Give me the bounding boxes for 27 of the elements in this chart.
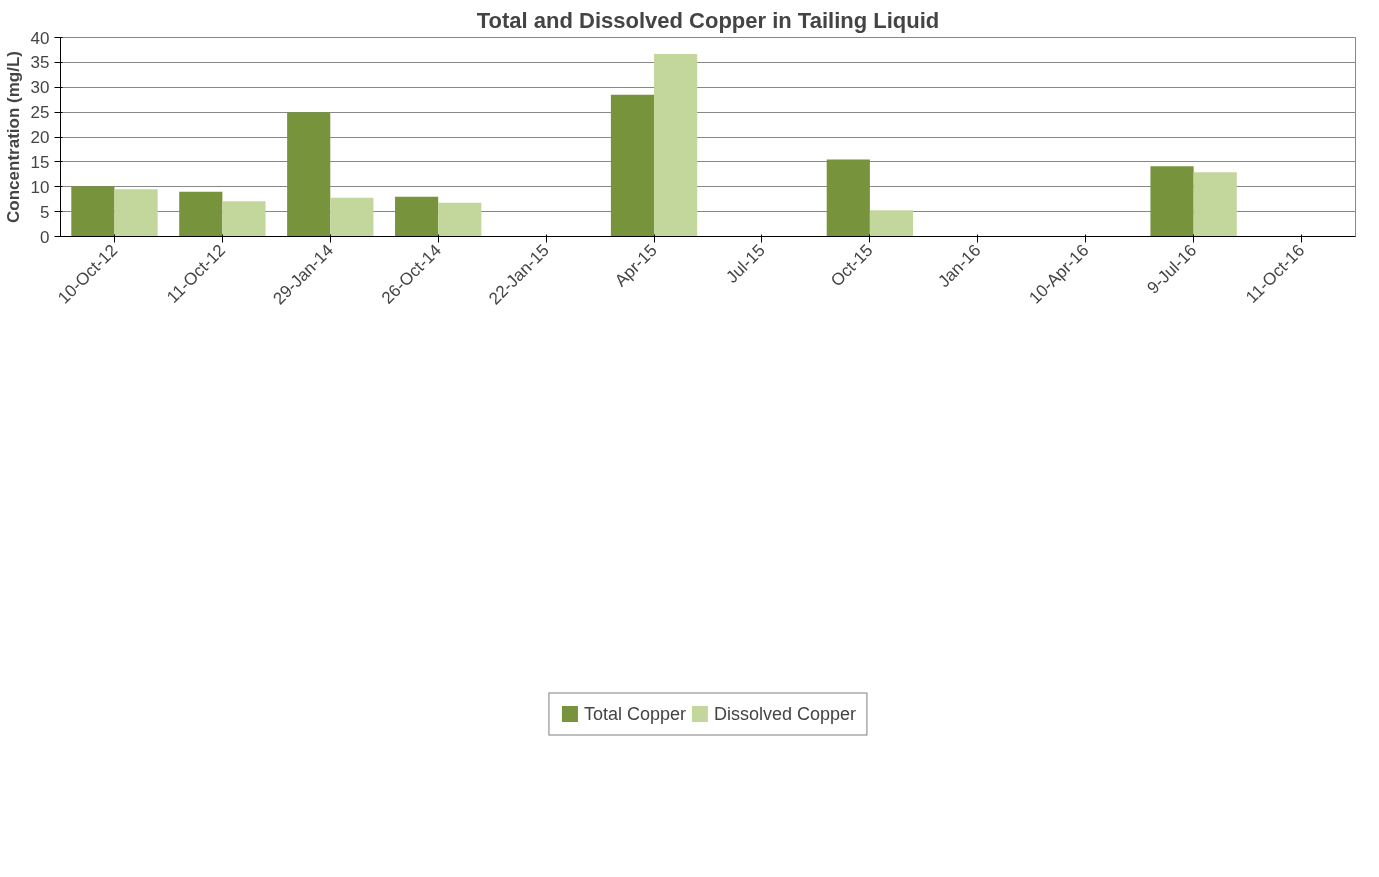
bar [287, 112, 331, 237]
y-tick-label: 0 [40, 227, 50, 247]
y-axis-title: Concentration (mg/L) [3, 51, 23, 223]
chart-title: Total and Dissolved Copper in Tailing Liquid [476, 7, 940, 33]
bar [869, 210, 914, 237]
bar [114, 189, 158, 237]
y-tick-label: 10 [30, 177, 50, 197]
y-tick-label: 30 [30, 78, 50, 98]
bar [179, 191, 223, 237]
bar [654, 53, 698, 237]
y-tick-label: 15 [30, 152, 50, 172]
legend-label: Dissolved Copper [713, 703, 857, 725]
bar [71, 186, 115, 237]
bar [438, 202, 482, 237]
bar [610, 94, 655, 237]
bar [395, 196, 439, 237]
bar [1150, 166, 1194, 237]
y-tick-label: 25 [30, 103, 50, 123]
bar [826, 159, 870, 237]
bar [1193, 172, 1237, 237]
y-tick-label: 20 [30, 128, 50, 147]
bar [222, 201, 266, 237]
y-tick-label: 5 [40, 202, 50, 222]
legend-label: Total Copper [583, 703, 686, 725]
y-tick-label: 40 [30, 28, 50, 48]
y-tick-label: 35 [30, 53, 50, 73]
bar [330, 197, 374, 237]
